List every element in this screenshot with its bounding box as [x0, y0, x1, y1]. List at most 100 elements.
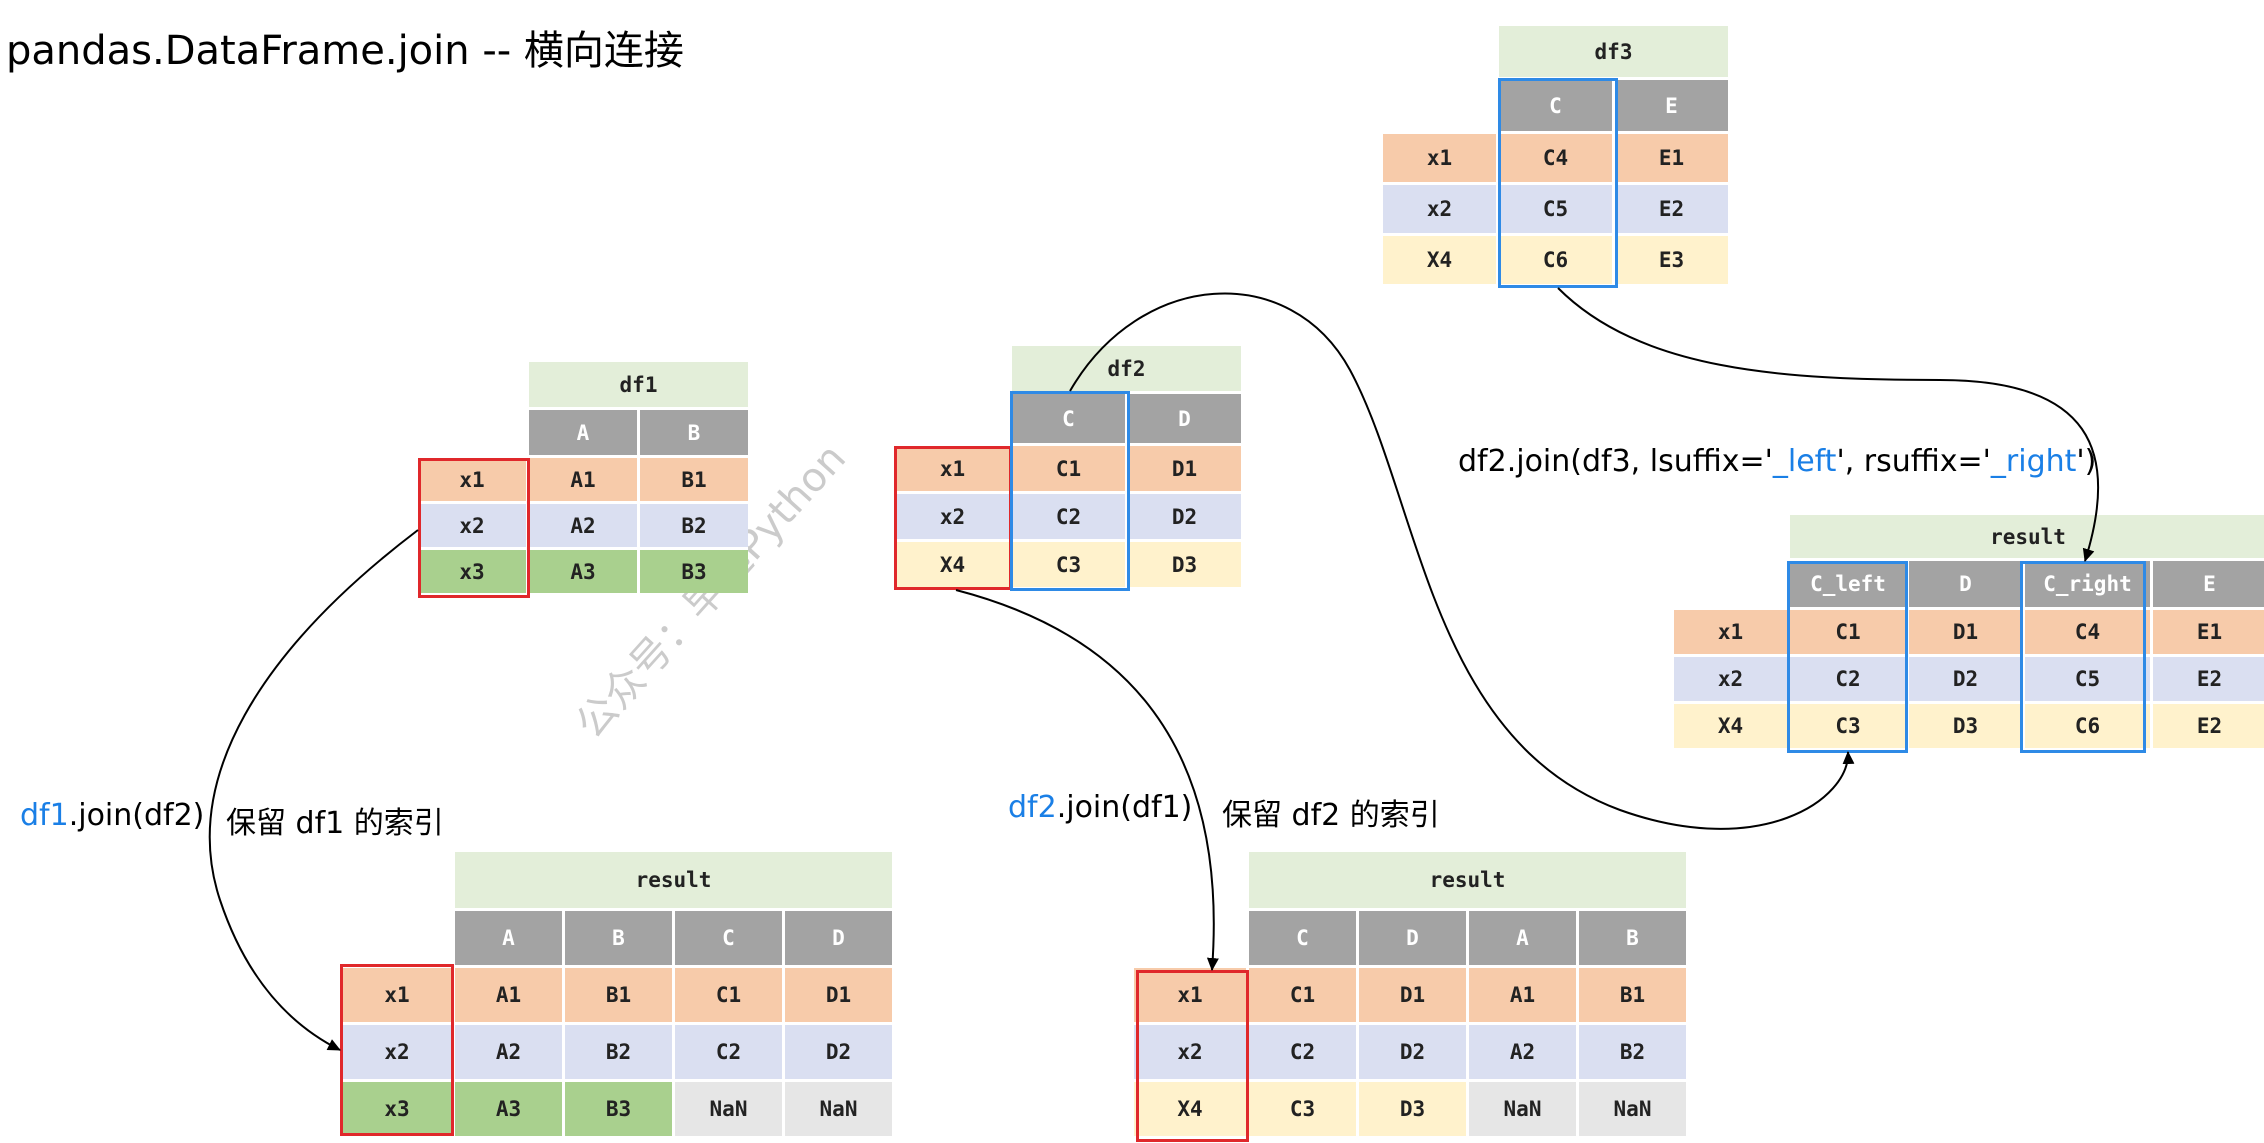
table-cell: C4: [1499, 134, 1612, 182]
join2-label: df2.join(df1): [1008, 790, 1192, 825]
table-cell: A1: [529, 458, 637, 501]
index-cell: x2: [1674, 657, 1787, 701]
column-header: A: [1469, 911, 1576, 965]
index-cell: x2: [1134, 1025, 1246, 1079]
table-cell: A1: [1469, 968, 1576, 1022]
table-cell: C1: [1012, 446, 1125, 491]
join2-note: 保留 df2 的索引: [1222, 798, 1440, 833]
table-cell: E2: [2153, 704, 2264, 748]
table-cell: C1: [1790, 610, 1906, 654]
join2-call: .join(df1): [1056, 790, 1193, 825]
index-cell: x3: [418, 550, 526, 593]
index-cell: x2: [418, 504, 526, 547]
table-cell: D3: [1909, 704, 2022, 748]
result1-index-highlight: [340, 964, 454, 1136]
column-header: C_left: [1790, 561, 1906, 607]
table-cell: D2: [1359, 1025, 1466, 1079]
table-cell: D3: [1128, 542, 1241, 587]
column-header: B: [1579, 911, 1686, 965]
join3-sep: ', rsuffix=': [1836, 444, 1991, 479]
index-cell: X4: [1134, 1082, 1246, 1136]
index-cell: x1: [418, 458, 526, 501]
result3-c-right-highlight: [2020, 561, 2146, 753]
table-cell: A3: [529, 550, 637, 593]
table-cell: B3: [640, 550, 748, 593]
table-cell: C2: [1249, 1025, 1356, 1079]
result2-table: result C D A B x1 C1 D1 A1 B1 x2 C2 D2 A…: [1134, 852, 1686, 1136]
column-header: D: [785, 911, 892, 965]
table-cell: D1: [785, 968, 892, 1022]
column-header: C: [1499, 80, 1612, 131]
table-cell: B2: [565, 1025, 672, 1079]
column-header: C: [675, 911, 782, 965]
column-header: E: [2153, 561, 2264, 607]
table-cell: C2: [1790, 657, 1906, 701]
table-cell: C2: [1012, 494, 1125, 539]
column-header: D: [1359, 911, 1466, 965]
column-header: A: [455, 911, 562, 965]
table-cell: B1: [1579, 968, 1686, 1022]
index-cell: X4: [896, 542, 1009, 587]
join1-caller: df1: [20, 798, 69, 833]
table-cell: E1: [2153, 610, 2264, 654]
column-header: B: [640, 410, 748, 455]
table-cell: A2: [455, 1025, 562, 1079]
column-header: E: [1615, 80, 1728, 131]
arrow-df1-to-result1: [208, 529, 419, 1051]
join3-label: df2.join(df3, lsuffix='_left', rsuffix='…: [1458, 444, 2096, 479]
index-cell: x1: [1674, 610, 1787, 654]
table-cell: C3: [1790, 704, 1906, 748]
join1-label: df1.join(df2): [20, 798, 204, 833]
table-cell-nan: NaN: [1469, 1082, 1576, 1136]
table-cell: B1: [565, 968, 672, 1022]
result1-table: result A B C D x1 A1 B1 C1 D1 x2 A2 B2 C…: [342, 852, 892, 1136]
table-cell: C3: [1012, 542, 1125, 587]
df1-table: df1 A B x1 A1 B1 x2 A2 B2 x3 A3 B3: [418, 362, 748, 593]
table-cell: C5: [1499, 185, 1612, 233]
index-cell: x2: [896, 494, 1009, 539]
column-header: D: [1128, 394, 1241, 443]
df2-column-c-highlight: [1010, 391, 1130, 591]
table-cell: C5: [2025, 657, 2150, 701]
index-cell: x1: [896, 446, 1009, 491]
table-cell: B3: [565, 1082, 672, 1136]
page-title: pandas.DataFrame.join -- 横向连接: [6, 28, 684, 74]
df1-index-highlight: [418, 458, 530, 598]
table-cell: D1: [1359, 968, 1466, 1022]
result2-index-highlight: [1136, 970, 1249, 1142]
table-cell: E2: [2153, 657, 2264, 701]
table-cell: A3: [455, 1082, 562, 1136]
table-cell: D2: [1128, 494, 1241, 539]
column-header: C_right: [2025, 561, 2150, 607]
index-cell: x1: [1383, 134, 1496, 182]
table-cell: A1: [455, 968, 562, 1022]
index-cell: X4: [1383, 236, 1496, 284]
result3-table: result C_left D C_right E x1 C1 D1 C4 E1…: [1674, 515, 2264, 748]
join3-end: '): [2076, 444, 2097, 479]
table-cell: C6: [2025, 704, 2150, 748]
join3-rsuffix: _right: [1990, 444, 2077, 479]
table-cell: D1: [1128, 446, 1241, 491]
df2-table: df2 C D x1 C1 D1 x2 C2 D2 X4 C3 D3: [896, 346, 1241, 587]
join3-lsuffix: _left: [1772, 444, 1837, 479]
arrow-df2-to-result3: [1069, 292, 1855, 830]
arrow-df3-to-result3: [1557, 287, 2100, 562]
table-cell: C6: [1499, 236, 1612, 284]
table-cell-nan: NaN: [785, 1082, 892, 1136]
table-title: result: [455, 852, 892, 908]
table-cell: E1: [1615, 134, 1728, 182]
column-header: C: [1249, 911, 1356, 965]
column-header: D: [1909, 561, 2022, 607]
index-cell: x2: [342, 1025, 452, 1079]
table-cell-nan: NaN: [1579, 1082, 1686, 1136]
index-cell: x1: [342, 968, 452, 1022]
table-title: result: [1249, 852, 1686, 908]
index-cell: x3: [342, 1082, 452, 1136]
table-cell: A2: [1469, 1025, 1576, 1079]
df3-column-c-highlight: [1498, 78, 1618, 288]
index-cell: x1: [1134, 968, 1246, 1022]
table-cell: C4: [2025, 610, 2150, 654]
table-cell: D1: [1909, 610, 2022, 654]
table-cell-nan: NaN: [675, 1082, 782, 1136]
